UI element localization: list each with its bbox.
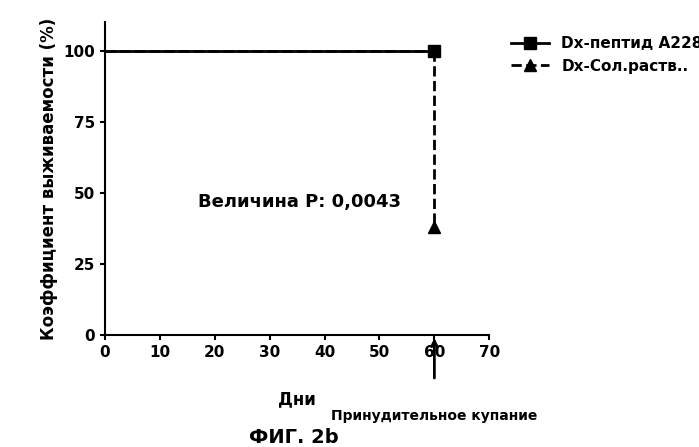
Text: Величина P: 0,0043: Величина P: 0,0043 bbox=[199, 193, 401, 211]
Dx-Сол.раств.. bbox=[430, 224, 438, 230]
Legend: Dx-пептид A228, Dx-Сол.раств..: Dx-пептид A228, Dx-Сол.раств.. bbox=[505, 30, 699, 80]
X-axis label: Дни: Дни bbox=[278, 391, 316, 409]
Text: ФИГ. 2b: ФИГ. 2b bbox=[249, 427, 338, 447]
Line: Dx-Сол.раств..: Dx-Сол.раств.. bbox=[428, 45, 440, 233]
Text: Принудительное купание: Принудительное купание bbox=[331, 409, 538, 423]
Dx-Сол.раств.. bbox=[430, 48, 438, 54]
Y-axis label: Коэффициент выживаемости (%): Коэффициент выживаемости (%) bbox=[40, 18, 58, 340]
